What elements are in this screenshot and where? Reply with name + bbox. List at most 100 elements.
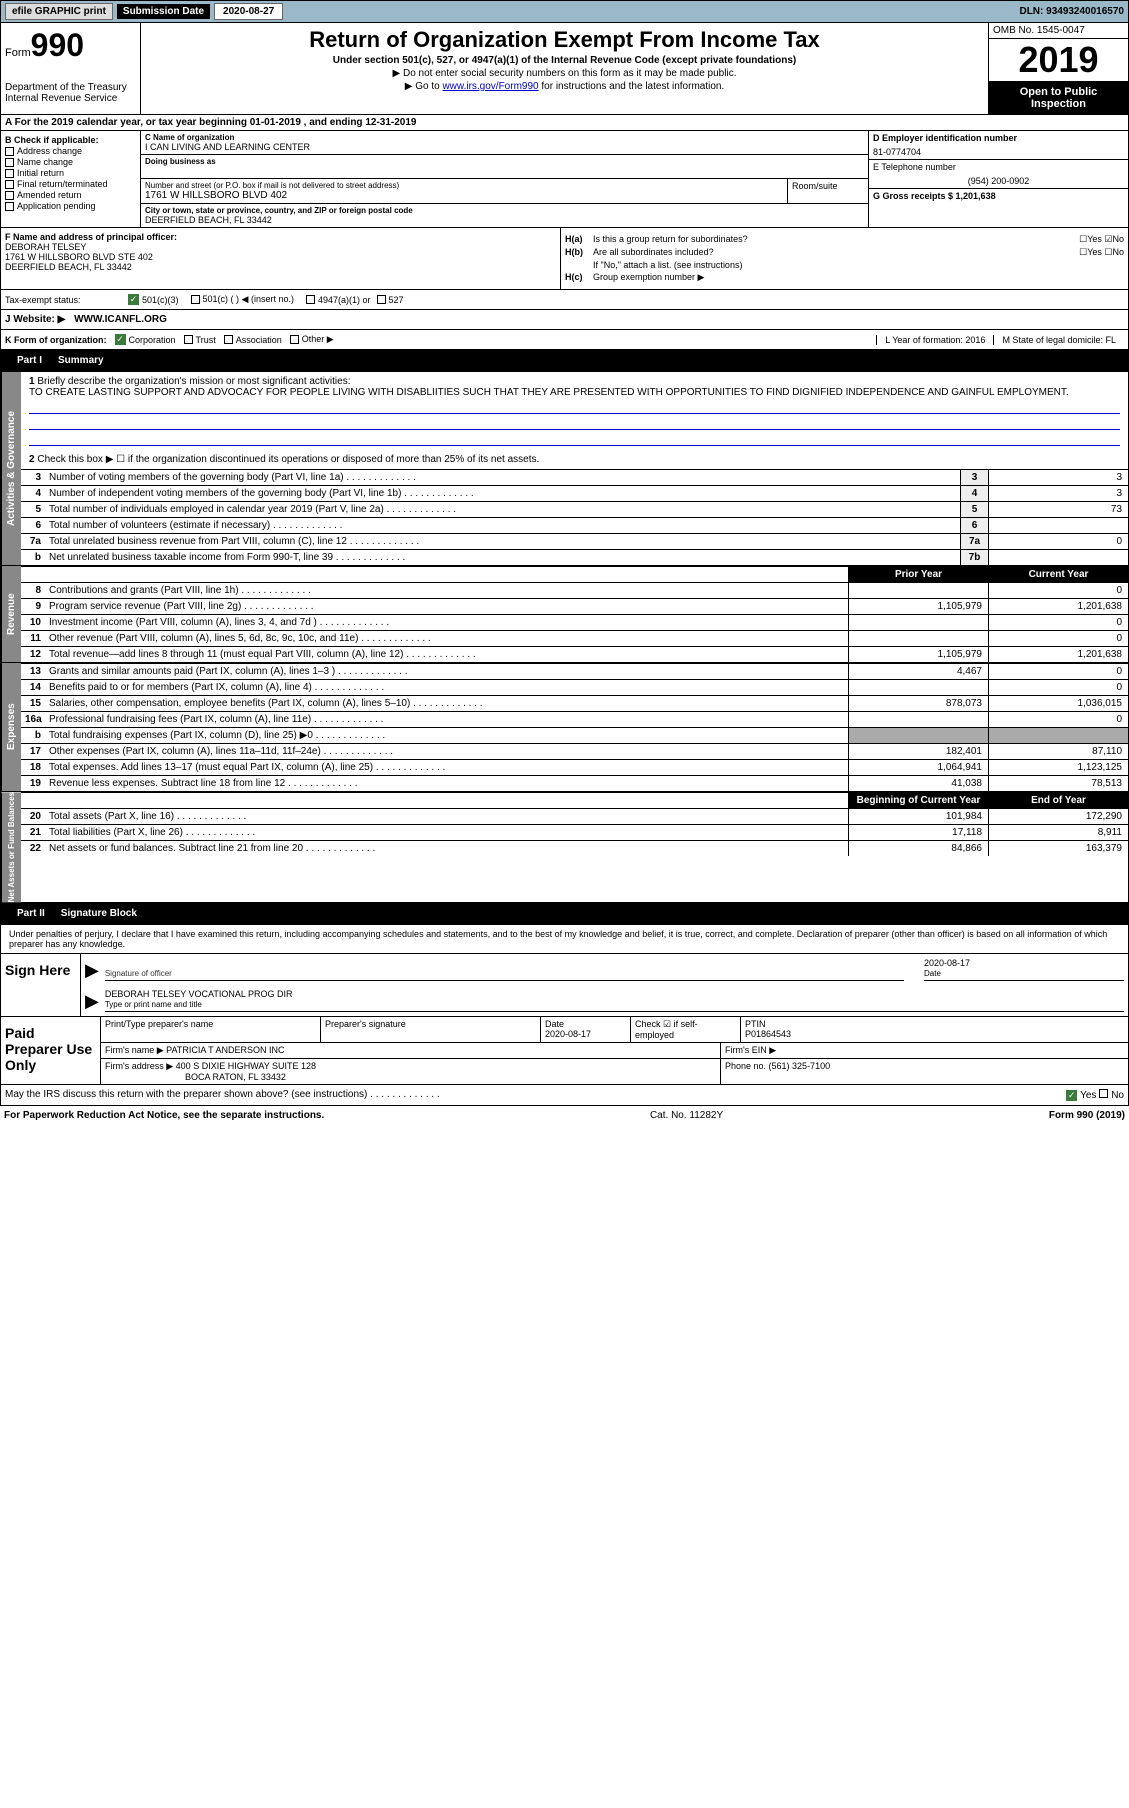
firm-name: PATRICIA T ANDERSON INC bbox=[166, 1045, 284, 1055]
data-row: 12Total revenue—add lines 8 through 11 (… bbox=[21, 646, 1128, 662]
sig-date: 2020-08-17 bbox=[924, 958, 970, 968]
city-label: City or town, state or province, country… bbox=[145, 206, 864, 215]
gov-row: 7aTotal unrelated business revenue from … bbox=[21, 533, 1128, 549]
title-right: OMB No. 1545-0047 2019 Open to Public In… bbox=[988, 23, 1128, 114]
discuss-row: May the IRS discuss this return with the… bbox=[0, 1085, 1129, 1106]
subtitle: Under section 501(c), 527, or 4947(a)(1)… bbox=[145, 55, 984, 66]
prep-h5: PTIN bbox=[745, 1019, 766, 1029]
efile-header: efile GRAPHIC print Submission Date Subm… bbox=[0, 0, 1129, 23]
k-row: K Form of organization: ✓Corporation Tru… bbox=[0, 330, 1129, 350]
hb2-text: If "No," attach a list. (see instruction… bbox=[593, 260, 742, 270]
chk-other-icon bbox=[290, 335, 299, 344]
b-check-item: Amended return bbox=[5, 190, 136, 200]
sub-date-label: Submission Date bbox=[117, 4, 210, 19]
gov-row: 4Number of independent voting members of… bbox=[21, 485, 1128, 501]
sig-arrow-icon: ▶ bbox=[85, 960, 99, 981]
prep-h4: Check ☑ if self-employed bbox=[631, 1017, 741, 1042]
gross-label: G Gross receipts $ 1,201,638 bbox=[873, 191, 1124, 201]
gov-row: 6Total number of volunteers (estimate if… bbox=[21, 517, 1128, 533]
omb: OMB No. 1545-0047 bbox=[989, 23, 1128, 39]
data-row: 15Salaries, other compensation, employee… bbox=[21, 695, 1128, 711]
room-label: Room/suite bbox=[788, 179, 868, 203]
data-row: 16aProfessional fundraising fees (Part I… bbox=[21, 711, 1128, 727]
vert-rev: Revenue bbox=[1, 566, 21, 662]
officer-name: DEBORAH TELSEY bbox=[5, 242, 556, 252]
data-row: 19Revenue less expenses. Subtract line 1… bbox=[21, 775, 1128, 791]
data-row: 9Program service revenue (Part VIII, lin… bbox=[21, 598, 1128, 614]
m-state: M State of legal domicile: FL bbox=[993, 335, 1124, 345]
form-ref: Form 990 (2019) bbox=[1049, 1110, 1125, 1121]
discuss-yn: ✓Yes No bbox=[1063, 1089, 1124, 1101]
open-public: Open to Public Inspection bbox=[989, 82, 1128, 114]
ha-text: Is this a group return for subordinates? bbox=[593, 234, 748, 245]
527: 527 bbox=[389, 295, 404, 305]
prep-h1: Print/Type preparer's name bbox=[101, 1017, 321, 1042]
part1-header: Part I Summary bbox=[0, 350, 1129, 372]
b-check-item: Initial return bbox=[5, 168, 136, 178]
goto-suffix: for instructions and the latest informat… bbox=[539, 81, 725, 92]
k-other: Other ▶ bbox=[302, 334, 334, 345]
ha-yn: ☐Yes ☑No bbox=[1079, 234, 1124, 245]
street-addr: 1761 W HILLSBORO BLVD 402 bbox=[145, 190, 783, 201]
gov-row: 5Total number of individuals employed in… bbox=[21, 501, 1128, 517]
tax-year: 2019 bbox=[989, 39, 1128, 82]
prep-h3: Date bbox=[545, 1019, 564, 1029]
title-left: Form 990 Department of the Treasury Inte… bbox=[1, 23, 141, 114]
hc-label: H(c) bbox=[565, 272, 593, 283]
yes-label: Yes bbox=[1080, 1090, 1096, 1101]
form-word: Form bbox=[5, 47, 31, 59]
prep-label: Paid Preparer Use Only bbox=[1, 1017, 101, 1084]
irs-link[interactable]: www.irs.gov/Form990 bbox=[442, 81, 538, 92]
beg-h: Beginning of Current Year bbox=[848, 793, 988, 808]
mission: TO CREATE LASTING SUPPORT AND ADVOCACY F… bbox=[29, 387, 1120, 398]
b-title: B Check if applicable: bbox=[5, 135, 136, 145]
f-label: F Name and address of principal officer: bbox=[5, 232, 556, 242]
cat-no: Cat. No. 11282Y bbox=[650, 1110, 723, 1121]
chk-501c-icon bbox=[191, 295, 200, 304]
efile-btn[interactable]: efile GRAPHIC print bbox=[5, 3, 113, 20]
501c3: 501(c)(3) bbox=[142, 295, 179, 305]
firm-ein-label: Firm's EIN ▶ bbox=[721, 1043, 1128, 1058]
k-label: K Form of organization: bbox=[5, 335, 107, 345]
firm-addr1: 400 S DIXIE HIGHWAY SUITE 128 bbox=[176, 1061, 316, 1071]
tax-status-row: Tax-exempt status: ✓501(c)(3) 501(c) ( )… bbox=[0, 290, 1129, 310]
discuss-q: May the IRS discuss this return with the… bbox=[5, 1089, 440, 1101]
bottom-row: For Paperwork Reduction Act Notice, see … bbox=[0, 1106, 1129, 1125]
k-trust: Trust bbox=[196, 335, 216, 345]
chk-4947-icon bbox=[306, 295, 315, 304]
phone: (954) 200-0902 bbox=[873, 176, 1124, 186]
city: DEERFIELD BEACH, FL 33442 bbox=[145, 215, 864, 225]
main-title: Return of Organization Exempt From Incom… bbox=[145, 27, 984, 53]
dln: DLN: 93493240016570 bbox=[1019, 6, 1124, 17]
ptin: P01864543 bbox=[745, 1029, 791, 1039]
f-right: H(a)Is this a group return for subordina… bbox=[561, 228, 1128, 289]
b-check-item: Name change bbox=[5, 157, 136, 167]
sig-decl: Under penalties of perjury, I declare th… bbox=[0, 925, 1129, 954]
l-year: L Year of formation: 2016 bbox=[876, 335, 993, 345]
gov-section: Activities & Governance 1 Briefly descri… bbox=[0, 372, 1129, 566]
net-section: Net Assets or Fund Balances Beginning of… bbox=[0, 792, 1129, 903]
ein: 81-0774704 bbox=[873, 147, 1124, 157]
title-center: Return of Organization Exempt From Incom… bbox=[141, 23, 988, 114]
dept-treasury: Department of the Treasury bbox=[5, 82, 136, 93]
chk-trust-icon bbox=[184, 335, 193, 344]
ein-label: D Employer identification number bbox=[873, 133, 1124, 143]
part2-header: Part II Signature Block bbox=[0, 903, 1129, 925]
ssn-warning: ▶ Do not enter social security numbers o… bbox=[145, 68, 984, 79]
q1: Briefly describe the organization's miss… bbox=[37, 376, 350, 387]
data-row: bTotal fundraising expenses (Part IX, co… bbox=[21, 727, 1128, 743]
goto-line: ▶ Go to www.irs.gov/Form990 for instruct… bbox=[145, 81, 984, 92]
b-check-item: Address change bbox=[5, 146, 136, 156]
ha-label: H(a) bbox=[565, 234, 593, 245]
tax-label: Tax-exempt status: bbox=[5, 295, 125, 305]
b-check-item: Application pending bbox=[5, 201, 136, 211]
section-bcd: B Check if applicable: Address changeNam… bbox=[0, 131, 1129, 228]
chk-527-icon bbox=[377, 295, 386, 304]
firm-addr-label: Firm's address ▶ bbox=[105, 1061, 173, 1071]
firm-label: Firm's name ▶ bbox=[105, 1045, 164, 1055]
hb-text: Are all subordinates included? bbox=[593, 247, 714, 258]
dept-irs: Internal Revenue Service bbox=[5, 93, 136, 104]
prep-row: Paid Preparer Use Only Print/Type prepar… bbox=[0, 1017, 1129, 1085]
k-corp: Corporation bbox=[129, 335, 176, 345]
hb-label: H(b) bbox=[565, 247, 593, 258]
